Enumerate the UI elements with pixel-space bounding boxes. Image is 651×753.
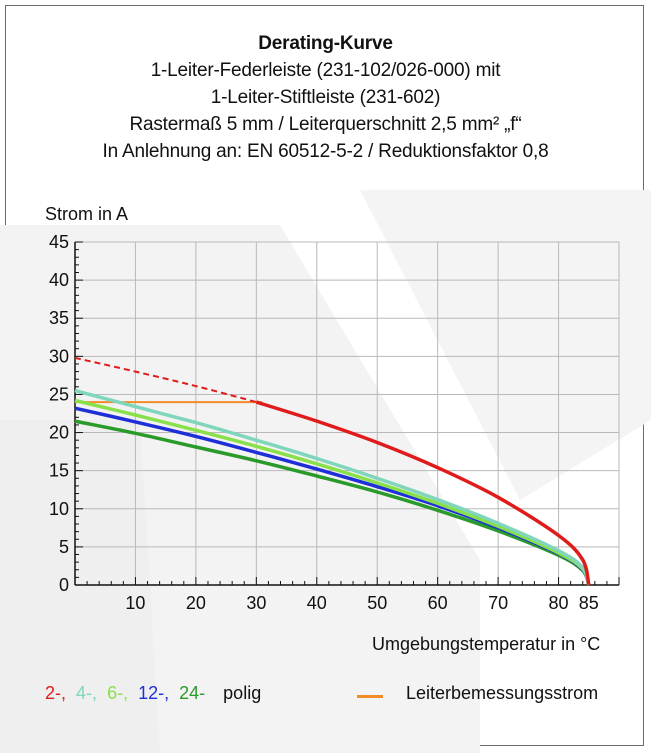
series-6polig-line: [74, 398, 591, 586]
chart-title: Derating-Kurve: [258, 33, 393, 54]
y-tick-label: 25: [49, 384, 69, 404]
rated-current-legend-label: Leiterbemessungsstrom: [406, 683, 599, 703]
series-24polig-line: [74, 419, 591, 586]
x-tick-label: 30: [246, 593, 266, 613]
x-tick-label: 70: [488, 593, 508, 613]
legend-pole-suffix: polig: [223, 683, 262, 703]
series-4polig-line: [74, 388, 591, 586]
legend-pole-24: 24-: [179, 683, 206, 703]
y-tick-label: 45: [49, 232, 69, 252]
y-tick-label: 10: [49, 499, 69, 519]
chart-subtitle-3: Rastermaß 5 mm / Leiterquerschnitt 2,5 m…: [129, 114, 522, 135]
y-tick-label: 0: [59, 575, 69, 595]
y-tick-label: 30: [49, 346, 69, 366]
legend-pole-2: 2-,: [45, 683, 67, 703]
chart-titles: Derating-Kurve 1-Leiter-Federleiste (231…: [0, 30, 651, 165]
pole-legend: 2-, 4-, 6-, 12-, 24- polig: [45, 683, 261, 704]
y-tick-label: 20: [49, 423, 69, 443]
x-tick-label: 60: [428, 593, 448, 613]
x-tick-label: 10: [125, 593, 145, 613]
legend-pole-4: 4-,: [76, 683, 98, 703]
series-12polig-line: [74, 406, 591, 586]
x-tick-label: 20: [186, 593, 206, 613]
x-tick-label: 40: [307, 593, 327, 613]
x-tick-label: 80: [549, 593, 569, 613]
series-2polig-dashed: [74, 356, 257, 404]
y-tick-label: 40: [49, 270, 69, 290]
legend-pole-12: 12-,: [138, 683, 170, 703]
rated-current-legend-swatch: [357, 695, 383, 698]
y-axis-label: Strom in A: [45, 204, 129, 224]
legend-pole-6: 6-,: [107, 683, 129, 703]
chart-subtitle-2: 1-Leiter-Stiftleiste (231-602): [210, 87, 441, 108]
y-tick-label: 35: [49, 308, 69, 328]
x-axis-label: Umgebungstemperatur in °C: [372, 634, 601, 654]
x-tick-label: 50: [367, 593, 387, 613]
series-2polig-line: [255, 400, 591, 586]
chart-subtitle-4: In Anlehnung an: EN 60512-5-2 / Reduktio…: [102, 141, 549, 162]
chart-subtitle-1: 1-Leiter-Federleiste (231-102/026-000) m…: [150, 60, 501, 81]
x-tick-label: 85: [579, 593, 599, 613]
y-tick-label: 15: [49, 461, 69, 481]
y-tick-label: 5: [59, 537, 69, 557]
